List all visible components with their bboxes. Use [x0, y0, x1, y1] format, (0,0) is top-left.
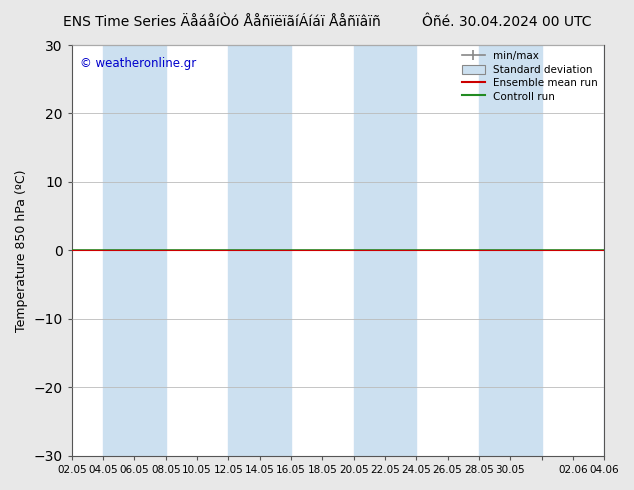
Bar [479, 45, 541, 456]
Bar [228, 45, 291, 456]
Text: Ôñé. 30.04.2024 00 UTC: Ôñé. 30.04.2024 00 UTC [422, 15, 592, 29]
Text: ENS Time Series ÄåáåíÒó ÅåñïëïãíÁíáï Ååñïâïñ: ENS Time Series ÄåáåíÒó ÅåñïëïãíÁíáï Ååñ… [63, 15, 381, 29]
Text: © weatheronline.gr: © weatheronline.gr [80, 57, 196, 71]
Legend: min/max, Standard deviation, Ensemble mean run, Controll run: min/max, Standard deviation, Ensemble me… [458, 47, 602, 106]
Bar [103, 45, 165, 456]
Y-axis label: Temperature 850 hPa (ºC): Temperature 850 hPa (ºC) [15, 169, 28, 332]
Bar [604, 45, 634, 456]
Bar [354, 45, 417, 456]
